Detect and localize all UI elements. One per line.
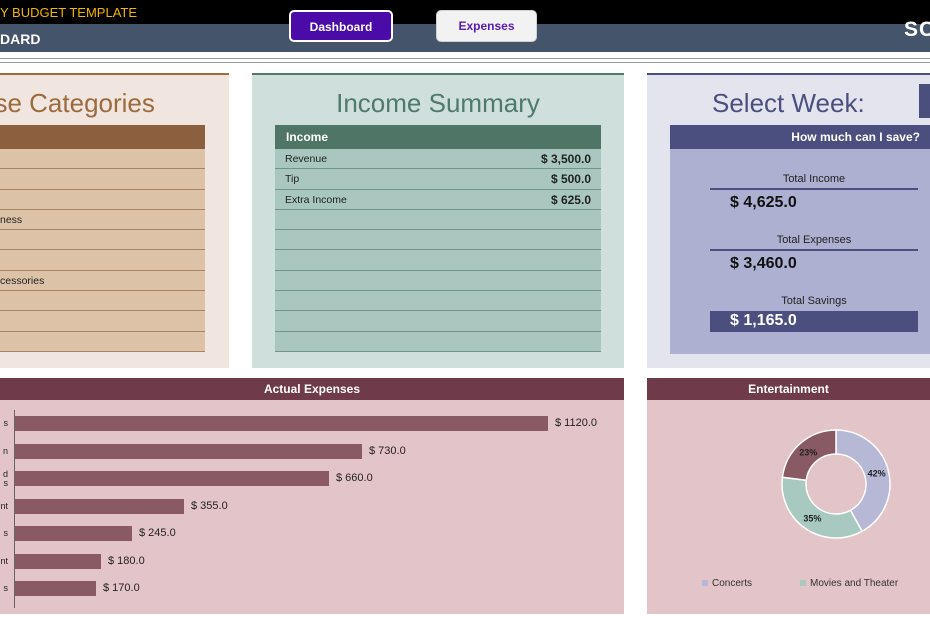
chart-title: Actual Expenses (0, 378, 624, 400)
chart-title: Entertainment (647, 378, 930, 400)
expense-bar (15, 471, 329, 486)
legend-label: Concerts (712, 578, 753, 589)
donut-slice (835, 429, 891, 533)
income-table-header: Income (275, 125, 601, 149)
expense-bar (15, 498, 184, 514)
category-tick-label: s (3, 583, 9, 593)
bar-value-label: $ 170.0 (103, 582, 140, 594)
legend-swatch (800, 580, 806, 587)
total-savings-label: Total Savings (781, 295, 847, 307)
legend-item: Movies and Theater (800, 578, 898, 589)
donut-slice (781, 476, 864, 539)
income-summary-title: Income Summary (336, 88, 540, 118)
expense-bar (15, 526, 132, 541)
categories-table: ness cessories (0, 125, 205, 352)
table-row (275, 250, 601, 271)
table-row (0, 250, 205, 271)
donut-chart: 42% 35% 23% (781, 429, 891, 539)
week-selector[interactable] (919, 84, 930, 118)
table-row (0, 311, 205, 332)
category-tick-label: nt (0, 500, 8, 511)
table-row: ness (0, 209, 205, 231)
table-row (275, 209, 601, 231)
total-savings-value: $ 1,165.0 (730, 312, 797, 329)
expense-bar (15, 443, 362, 459)
table-row (0, 331, 205, 352)
slice-label: 42% (868, 469, 886, 479)
income-label: Revenue (285, 153, 328, 165)
income-label: Tip (285, 173, 300, 186)
bar-value-label: $ 730.0 (369, 444, 406, 457)
legend-label: Movies and Theater (810, 578, 899, 589)
category-tick-label: n (2, 445, 8, 456)
income-summary-panel: Income Summary Income Revenue $ 3,500.0 T… (252, 73, 624, 368)
income-amount: $ 500.0 (550, 172, 591, 187)
bar-value-label: $ 180.0 (108, 554, 145, 567)
categories-table-header (0, 125, 205, 149)
bar-value-label: $ 1120.0 (555, 417, 598, 429)
savings-summary: Total Income $ 4,625.0 Total Expenses $ … (670, 149, 930, 354)
table-row: Tip $ 500.0 (275, 169, 601, 190)
page-title: DARD (0, 31, 41, 47)
expenses-button[interactable]: Expenses (436, 10, 537, 42)
expense-categories-title: nse Categories (0, 88, 155, 118)
table-row: cessories (0, 270, 205, 292)
income-table: Income Revenue $ 3,500.0 Tip $ 500.0 Extra… (275, 125, 601, 352)
table-row (0, 149, 205, 170)
table-row (0, 189, 205, 210)
bar-value-label: $ 355.0 (191, 499, 228, 512)
chart-axis (14, 410, 15, 608)
table-row (275, 311, 601, 332)
total-expenses-value: $ 3,460.0 (730, 255, 797, 272)
savings-header: How much can I save? (670, 125, 930, 149)
divider (0, 62, 930, 63)
legend-item: Concerts (702, 578, 752, 589)
legend-swatch (702, 580, 708, 587)
actual-expenses-chart: Actual Expenses $ 1120.0 s $ 730.0 n $ 660.0… (0, 378, 624, 614)
slice-label: 35% (803, 514, 821, 524)
dashboard-button[interactable]: Dashboard (289, 10, 393, 42)
table-row (0, 230, 205, 251)
total-income-value: $ 4,625.0 (730, 194, 797, 211)
income-label: Extra Income (285, 193, 347, 206)
category-tick-label: s (3, 528, 9, 538)
expense-categories-panel: nse Categories ness cessories (0, 73, 229, 368)
right-title: SC (904, 18, 930, 41)
entertainment-chart: Entertainment 42% 35% 23% Concerts Movies … (647, 378, 930, 614)
bar-value-label: $ 660.0 (336, 472, 373, 484)
total-expenses-label: Total Expenses (776, 234, 852, 246)
total-income-label: Total Income (782, 173, 846, 185)
divider (710, 188, 918, 190)
slice-label: 23% (799, 447, 817, 457)
expense-bar (15, 553, 101, 569)
expense-bar (15, 581, 96, 596)
table-row (275, 291, 601, 312)
table-row (275, 270, 601, 292)
expense-bar (15, 416, 548, 431)
table-row (0, 291, 205, 312)
category-tick-label: s (3, 418, 9, 428)
select-week-panel: Select Week: How much can I save? Total … (647, 73, 930, 368)
income-amount: $ 625.0 (550, 192, 591, 207)
income-amount: $ 3,500.0 (540, 152, 591, 166)
bar-value-label: $ 245.0 (139, 527, 176, 539)
total-savings-box: $ 1,165.0 (710, 311, 918, 332)
app-title: Y BUDGET TEMPLATE (0, 5, 138, 20)
category-tick-label: nt (0, 555, 8, 566)
divider (0, 58, 930, 59)
table-row (275, 331, 601, 352)
donut-slice (781, 429, 837, 482)
select-week-title: Select Week: (712, 88, 865, 118)
table-row (0, 169, 205, 190)
divider (710, 249, 918, 251)
table-row: Revenue $ 3,500.0 (275, 149, 601, 170)
table-row (275, 230, 601, 251)
table-row: Extra Income $ 625.0 (275, 189, 601, 210)
